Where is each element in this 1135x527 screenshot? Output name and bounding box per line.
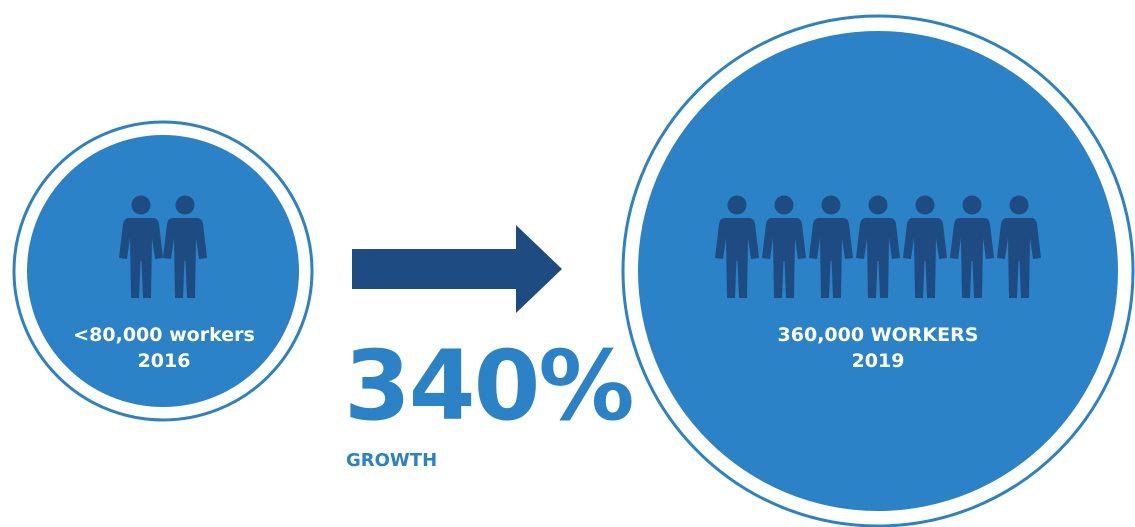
after-workers-label: 360,000 WORKERS [777, 324, 979, 346]
after-year-label: 2019 [851, 350, 905, 372]
before-year-label: 2016 [137, 350, 191, 372]
before-workers-label: <80,000 workers [73, 324, 255, 346]
growth-label: GROWTH [346, 450, 438, 471]
person-icon [163, 195, 207, 298]
after-circle [621, 14, 1135, 527]
person-icon [997, 195, 1041, 298]
person-icon [809, 195, 853, 298]
person-icon [903, 195, 947, 298]
person-icon [856, 195, 900, 298]
person-icon [762, 195, 806, 298]
arrow-right-icon [352, 225, 562, 313]
before-circle-fill [27, 135, 299, 407]
person-icon [715, 195, 759, 298]
before-circle [12, 120, 314, 422]
after-people-group [715, 195, 1041, 298]
person-icon [119, 195, 163, 298]
before-people-group [119, 195, 207, 298]
growth-percent: 340% [344, 330, 635, 442]
after-circle-fill [638, 31, 1118, 511]
person-icon [950, 195, 994, 298]
